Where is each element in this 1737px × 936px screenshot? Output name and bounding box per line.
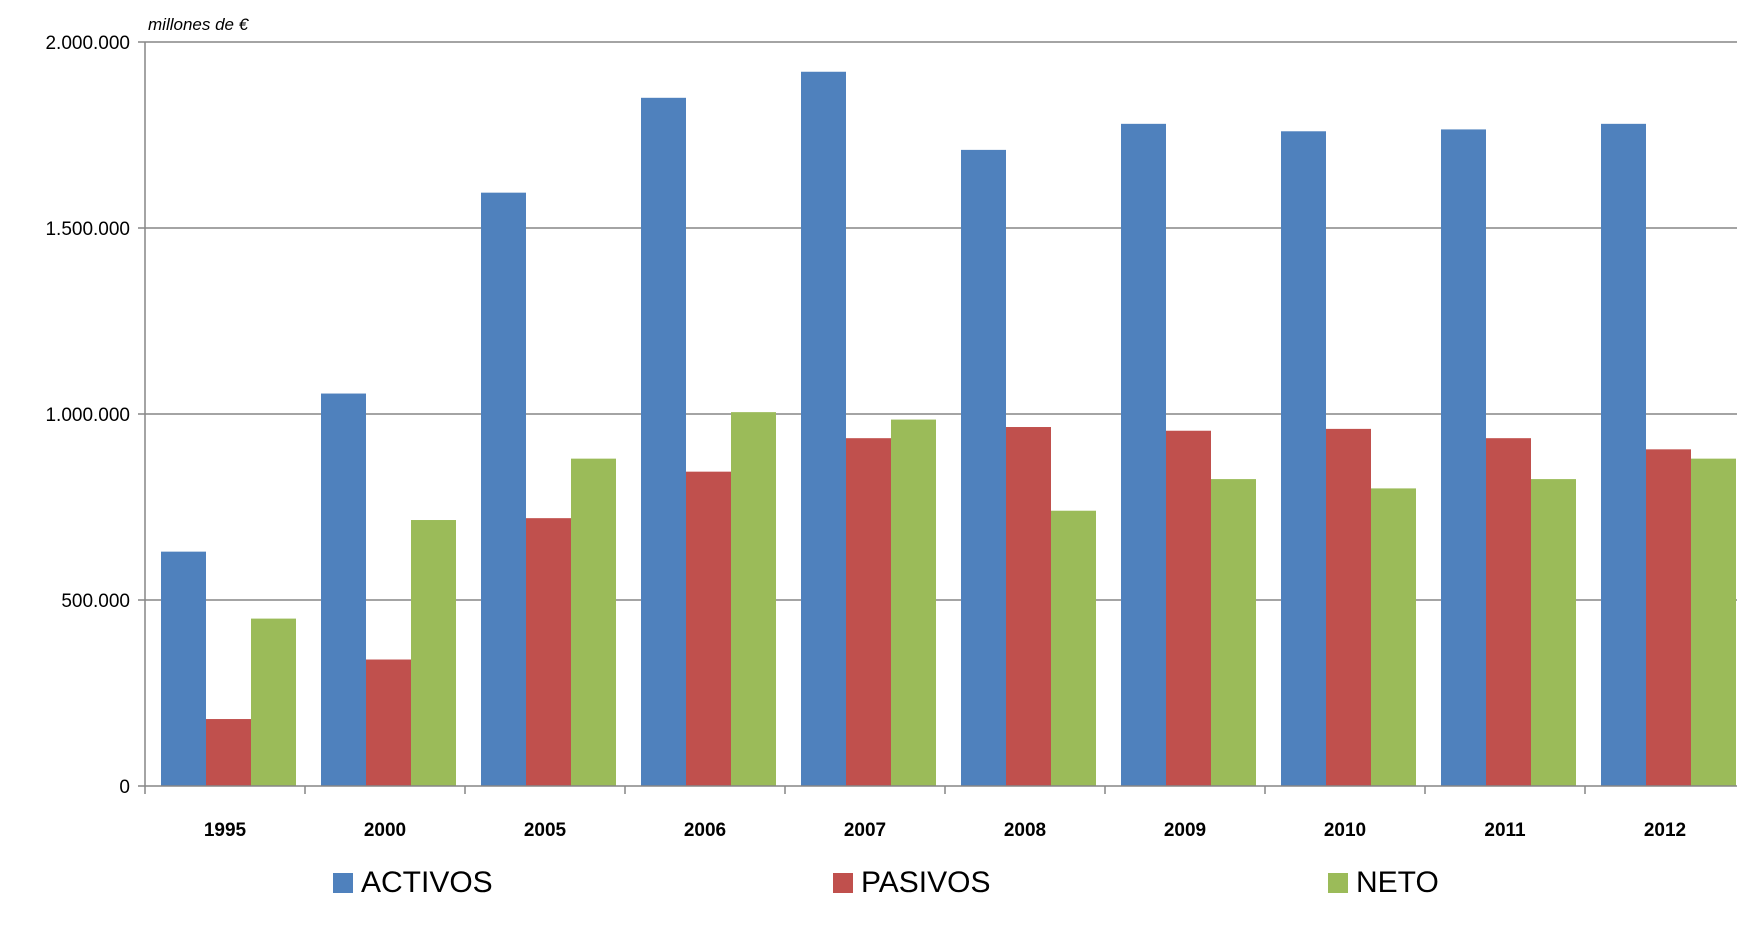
bar-pasivos-2008	[1006, 427, 1051, 786]
bar-neto-2012	[1691, 458, 1736, 786]
bar-neto-2006	[731, 412, 776, 786]
y-tick-label: 0	[119, 777, 130, 798]
legend-swatch-activos	[333, 873, 353, 893]
bar-neto-2010	[1371, 488, 1416, 786]
bar-pasivos-1995	[206, 719, 251, 786]
bar-pasivos-2009	[1166, 430, 1211, 786]
bar-neto-2007	[891, 419, 936, 786]
y-tick-label: 1.500.000	[45, 219, 130, 240]
y-axis-ticks: 0 500.000 1.000.000 1.500.000 2.000.000	[45, 33, 145, 798]
bar-neto-2011	[1531, 479, 1576, 786]
legend-item-neto: NETO	[1328, 858, 1439, 908]
x-tick-label: 2012	[1644, 820, 1686, 841]
bar-neto-2000	[411, 520, 456, 786]
x-tick-label: 2000	[364, 820, 406, 841]
bar-neto-2009	[1211, 479, 1256, 786]
x-axis: 1995 2000 2005 2006 2007 2008 2009 2010 2011 2012	[144, 42, 1737, 841]
bar-activos-2007	[801, 71, 846, 786]
x-tick-label: 2007	[844, 820, 886, 841]
bar-pasivos-2012	[1646, 449, 1691, 786]
legend-swatch-pasivos	[833, 873, 853, 893]
bar-pasivos-2007	[846, 438, 891, 786]
x-tick-label: 2005	[524, 820, 567, 841]
bar-neto-2008	[1051, 510, 1096, 786]
bar-activos-2008	[961, 149, 1006, 786]
bar-activos-2006	[641, 97, 686, 787]
bar-pasivos-2005	[526, 518, 571, 786]
legend-label-activos: ACTIVOS	[361, 866, 493, 899]
legend-label-neto: NETO	[1356, 866, 1439, 899]
x-tick-label: 2011	[1484, 820, 1526, 841]
legend-label-pasivos: PASIVOS	[861, 866, 991, 899]
bar-neto-1995	[251, 618, 296, 786]
y-tick-label: 1.000.000	[45, 405, 130, 426]
y-tick-label: 500.000	[61, 591, 130, 612]
bar-activos-2009	[1121, 123, 1166, 787]
bar-activos-1995	[161, 551, 206, 786]
x-tick-label: 2010	[1324, 820, 1366, 841]
bars	[161, 71, 1736, 787]
x-tick-label: 2006	[684, 820, 726, 841]
unit-label: millones de €	[148, 15, 250, 34]
bar-neto-2005	[571, 458, 616, 786]
bar-activos-2000	[321, 393, 366, 786]
legend-item-activos: ACTIVOS	[333, 858, 493, 908]
bar-activos-2005	[481, 192, 526, 786]
x-tick-label: 2008	[1004, 820, 1046, 841]
bar-activos-2010	[1281, 131, 1326, 786]
legend-item-pasivos: PASIVOS	[833, 858, 991, 908]
bar-activos-2011	[1441, 129, 1486, 787]
bar-activos-2012	[1601, 123, 1646, 787]
bar-pasivos-2011	[1486, 438, 1531, 786]
bar-pasivos-2010	[1326, 428, 1371, 786]
legend-swatch-neto	[1328, 873, 1348, 893]
legend: ACTIVOS PASIVOS NETO	[0, 858, 1737, 908]
x-tick-label: 2009	[1164, 820, 1206, 841]
x-tick-label: 1995	[204, 820, 247, 841]
y-tick-label: 2.000.000	[45, 33, 130, 54]
bar-pasivos-2000	[366, 659, 411, 786]
bar-pasivos-2006	[686, 471, 731, 786]
